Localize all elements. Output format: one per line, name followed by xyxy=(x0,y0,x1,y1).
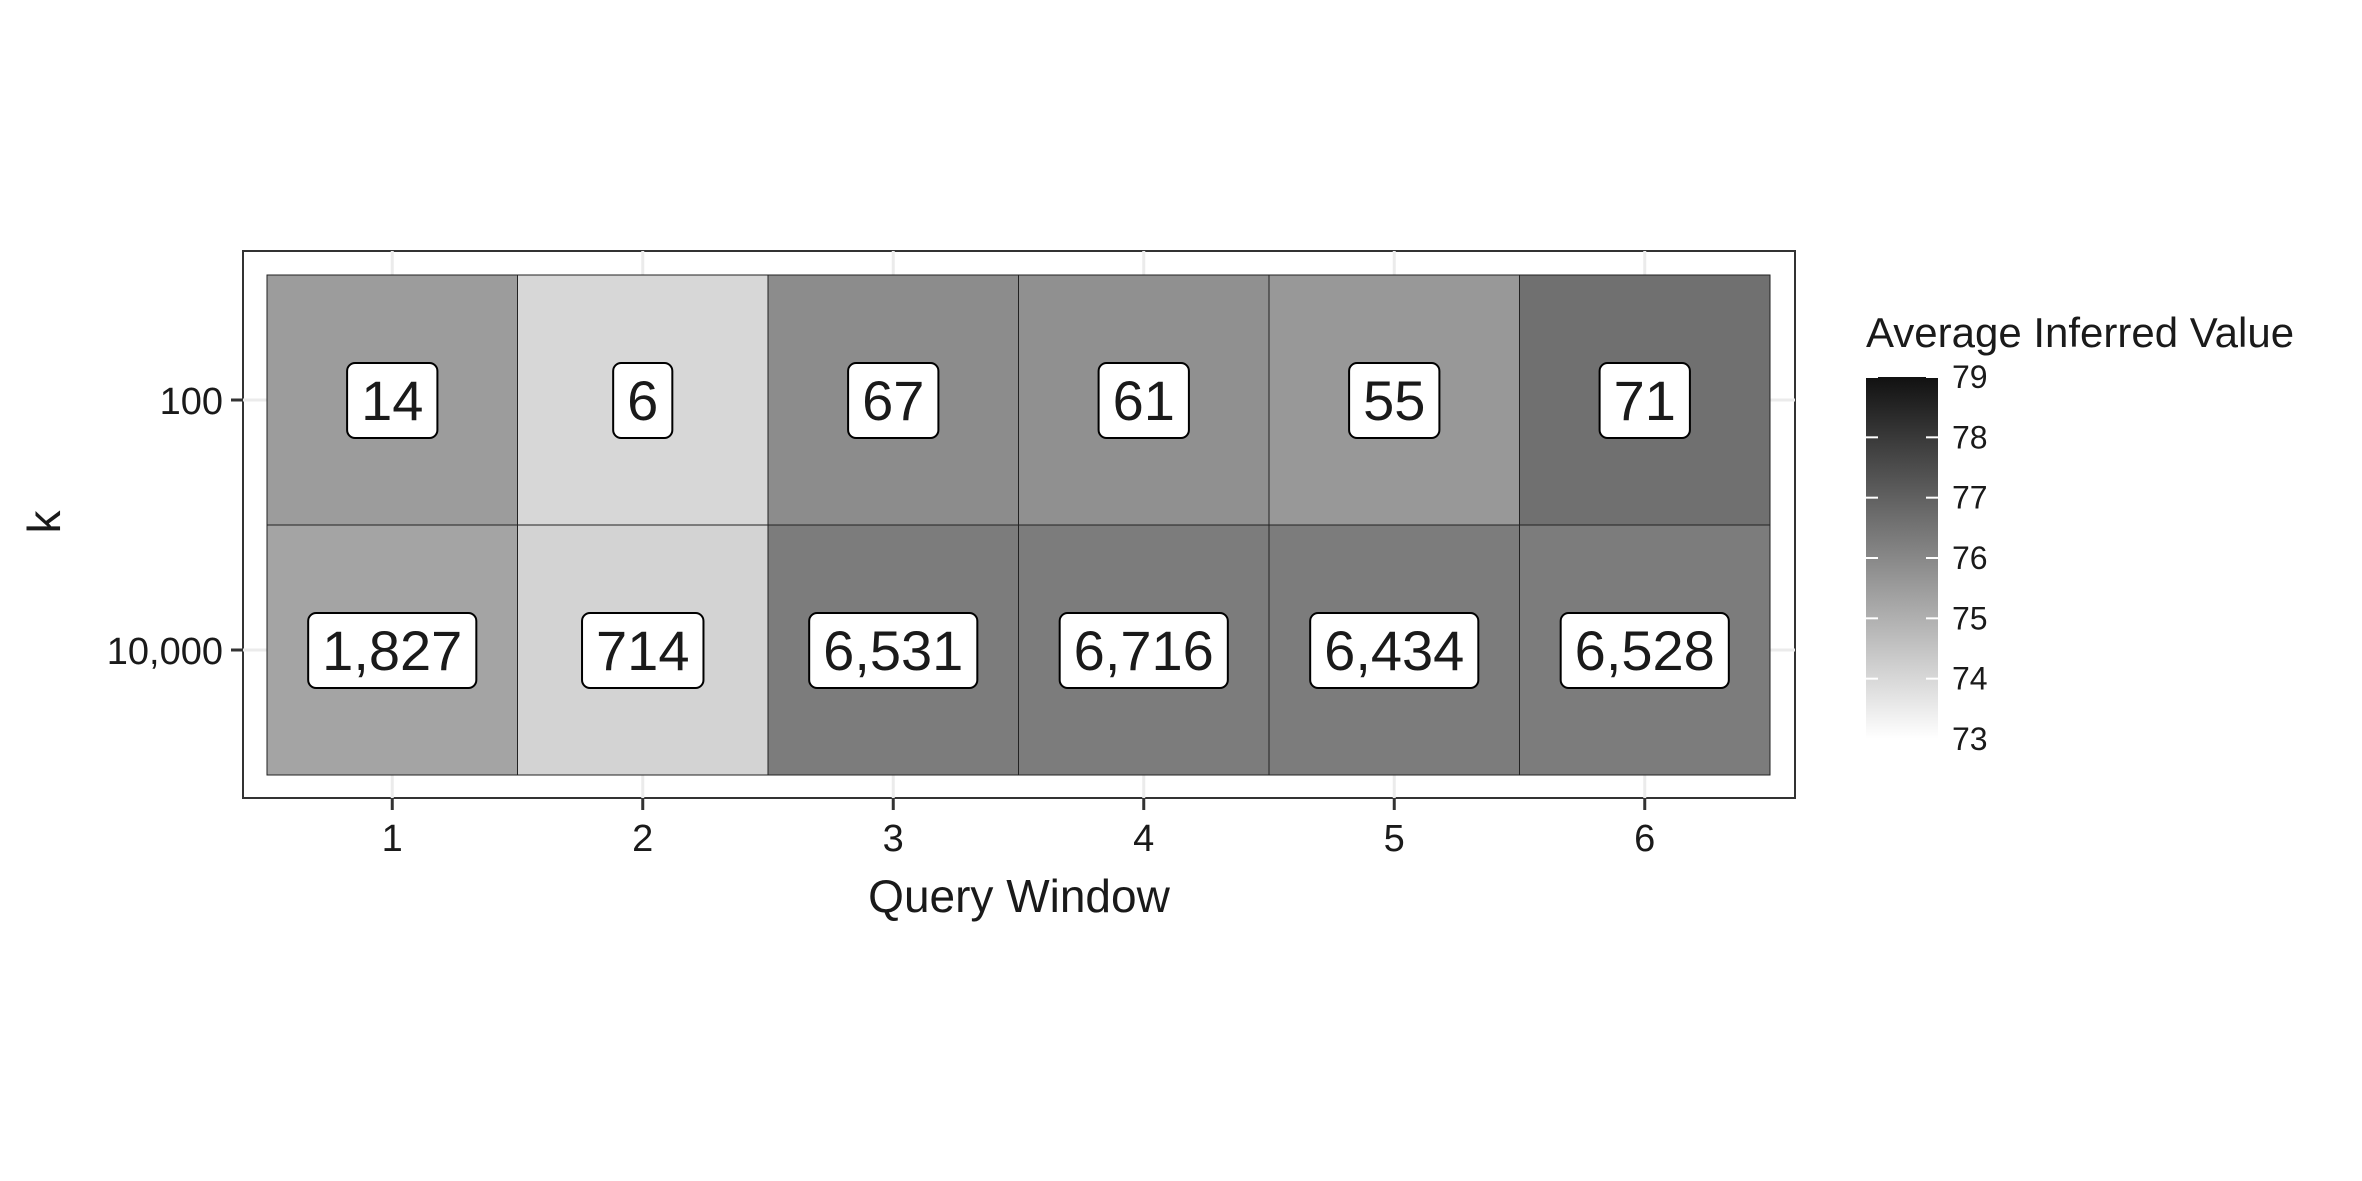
cell-label-box xyxy=(581,612,705,689)
cell-label: 6,716 xyxy=(1074,619,1214,682)
legend-tick-label: 73 xyxy=(1952,721,1988,757)
cell-label: 6 xyxy=(627,369,658,432)
cell-label-box xyxy=(307,612,478,689)
cell-label-box xyxy=(1309,612,1480,689)
cell-label-group: 6,531 xyxy=(808,612,979,689)
legend-title: Average Inferred Value xyxy=(1866,309,2294,356)
y-tick-label: 10,000 xyxy=(107,631,223,673)
cell-label-group: 6,716 xyxy=(1058,612,1229,689)
legend-tick-label: 77 xyxy=(1952,480,1988,516)
x-axis: 1 2 3 4 5 6 xyxy=(382,798,1655,860)
y-axis: 100 10,000 xyxy=(107,381,243,673)
cell-label: 714 xyxy=(596,619,689,682)
cell-label-box xyxy=(346,362,439,439)
legend-tick-label: 74 xyxy=(1952,661,1988,697)
cell-label: 55 xyxy=(1363,369,1425,432)
x-tick-label: 4 xyxy=(1133,818,1154,860)
cell-label: 6,531 xyxy=(823,619,963,682)
y-tick-label: 100 xyxy=(160,381,223,423)
cell-label-group: 714 xyxy=(581,612,705,689)
cell-label-box xyxy=(1097,362,1190,439)
cell-label-group: 6 xyxy=(612,362,674,439)
cell-labels: 14 6 67 61 55 71 1,827 714 6,531 6,716 6,434 6,528 xyxy=(307,362,1730,689)
x-axis-title: Query Window xyxy=(868,870,1170,922)
cell-label-group: 61 xyxy=(1097,362,1190,439)
cell-label-group: 71 xyxy=(1598,362,1691,439)
color-legend: Average Inferred Value 73 74 75 76 77 78 79 xyxy=(1866,309,2294,757)
cell-label: 67 xyxy=(862,369,924,432)
cell-label: 6,528 xyxy=(1575,619,1715,682)
cell-label-box xyxy=(1348,362,1441,439)
cell-label-group: 14 xyxy=(346,362,439,439)
x-tick-label: 3 xyxy=(883,818,904,860)
cell-label-box xyxy=(612,362,674,439)
x-tick-label: 5 xyxy=(1384,818,1405,860)
cell-label-group: 6,528 xyxy=(1559,612,1730,689)
cell-label-group: 6,434 xyxy=(1309,612,1480,689)
cell-label-box xyxy=(1598,362,1691,439)
cell-label-group: 1,827 xyxy=(307,612,478,689)
legend-tick-label: 76 xyxy=(1952,540,1988,576)
legend-tick-label: 79 xyxy=(1952,359,1988,395)
cell-label: 6,434 xyxy=(1324,619,1464,682)
cell-label: 1,827 xyxy=(322,619,462,682)
legend-tick-label: 78 xyxy=(1952,419,1988,455)
cell-label: 61 xyxy=(1113,369,1175,432)
x-tick-label: 6 xyxy=(1634,818,1655,860)
cell-label: 14 xyxy=(361,369,423,432)
cell-label-group: 55 xyxy=(1348,362,1441,439)
cell-label-box xyxy=(808,612,979,689)
cell-label-box xyxy=(1058,612,1229,689)
legend-tick-label: 75 xyxy=(1952,600,1988,636)
heatmap-cells xyxy=(266,274,1771,776)
cell-label-group: 67 xyxy=(847,362,940,439)
x-tick-label: 1 xyxy=(382,818,403,860)
legend-ticks: 73 74 75 76 77 78 79 xyxy=(1866,359,1988,757)
cell-label-box xyxy=(1559,612,1730,689)
heatmap-cell xyxy=(517,524,769,776)
cell-label-box xyxy=(847,362,940,439)
x-tick-label: 2 xyxy=(632,818,653,860)
y-axis-title: k xyxy=(18,510,70,534)
cell-label: 71 xyxy=(1614,369,1676,432)
